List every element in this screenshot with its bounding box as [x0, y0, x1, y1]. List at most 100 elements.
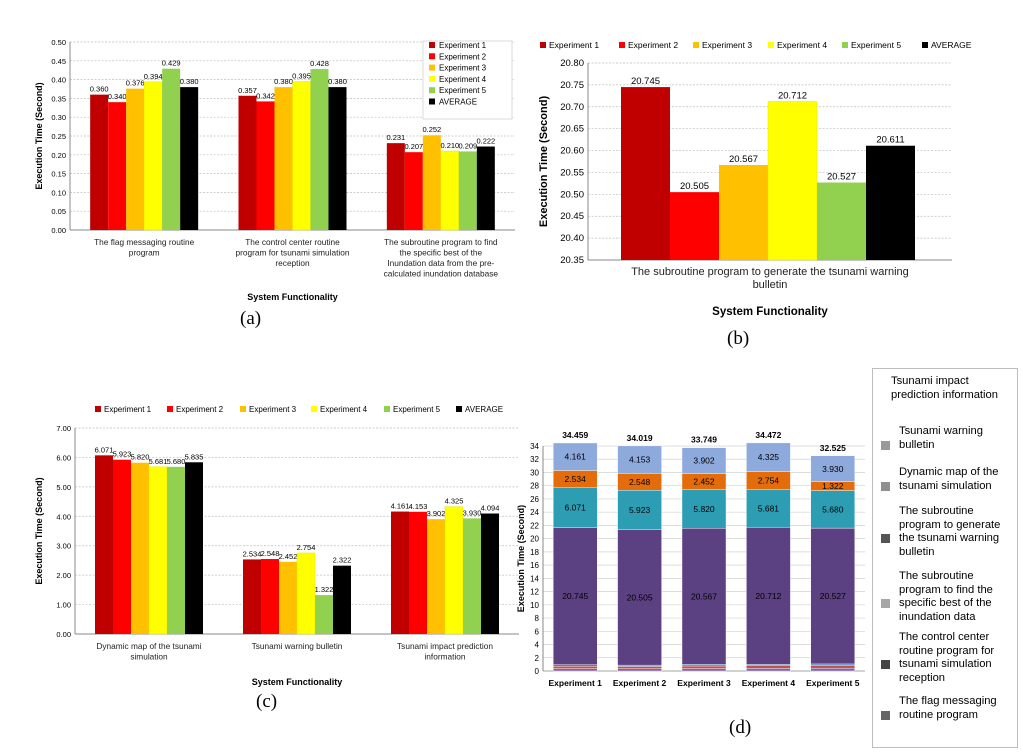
- chart-a-legend-label: Experiment 2: [439, 52, 487, 61]
- chart-b-legend-label: Experiment 1: [549, 40, 599, 50]
- chart-a-ytick: 0.50: [51, 38, 66, 47]
- chart-d-ytick: 20: [530, 535, 539, 544]
- chart-d-bar-segment: [617, 445, 662, 474]
- chart-d-legend: Tsunami impact prediction information Tsu…: [872, 368, 1018, 748]
- chart-c-category-label: Dynamic map of the tsunami: [96, 641, 201, 651]
- chart-c-bar: [95, 455, 113, 634]
- chart-d-legend-label: Tsunami impact prediction information: [891, 375, 998, 401]
- chart-b-ytick: 20.35: [560, 255, 584, 266]
- chart-b-ytick: 20.65: [560, 124, 584, 135]
- chart-d-ytick: 18: [530, 548, 539, 557]
- chart-a-category-label: program: [129, 248, 160, 258]
- chart-d-data-label: 5.820: [693, 504, 715, 514]
- chart-a-legend-swatch: [429, 53, 435, 60]
- chart-d-legend-label: The subroutine program to find the speci…: [899, 570, 993, 623]
- chart-c-bar: [391, 511, 409, 634]
- chart-a-bar: [292, 81, 311, 231]
- chart-d-ytick: 22: [530, 521, 539, 530]
- chart-b-legend-label: Experiment 4: [777, 40, 827, 50]
- chart-d-legend-swatch: [881, 599, 890, 608]
- chart-d-legend-swatch: [881, 481, 890, 491]
- chart-a-data-label: 0.380: [180, 77, 199, 86]
- chart-d-category-label: Experiment 5: [806, 678, 860, 688]
- chart-d-bar-segment: [681, 664, 727, 667]
- chart-a-ytick: 0.20: [51, 151, 66, 160]
- chart-c-data-label: 3.902: [427, 509, 446, 518]
- chart-a-category-label: program for tsunami simulation: [236, 248, 350, 258]
- chart-d-bar-segment: [810, 527, 855, 665]
- chart-d-ytick: 24: [530, 508, 539, 517]
- chart-d-bar-segment: [553, 664, 598, 667]
- caption-a: (a): [240, 308, 262, 329]
- chart-a-category-label: The subroutine program to find: [384, 237, 498, 247]
- chart-a-bar: [126, 88, 145, 231]
- chart-a-legend-label: Experiment 5: [439, 86, 487, 95]
- chart-d-bar-segment: [617, 664, 662, 667]
- chart-d-bar-segment: [746, 665, 791, 669]
- chart-d-bar-segment: [617, 666, 662, 669]
- chart-c-ytick: 2.00: [56, 571, 71, 580]
- chart-d-ytick: 32: [530, 455, 539, 464]
- chart-c-bar: [261, 559, 279, 634]
- chart-d-ytick: 28: [530, 482, 539, 491]
- chart-a-category-label: reception: [275, 258, 310, 268]
- chart-d-ytick: 6: [535, 627, 540, 636]
- chart-c-data-label: 5.820: [131, 453, 150, 462]
- chart-b-bar: [817, 182, 866, 260]
- chart-d-category-label: Experiment 4: [742, 678, 796, 688]
- chart-c-ytick: 7.00: [56, 424, 71, 433]
- chart-a-data-label: 0.360: [90, 85, 109, 94]
- chart-b-bar: [767, 101, 818, 261]
- chart-b-ytick: 20.40: [560, 233, 584, 244]
- chart-c-bar: [463, 518, 481, 634]
- chart-a-data-label: 0.380: [274, 77, 293, 86]
- chart-d-total-label: 32.525: [820, 443, 846, 453]
- chart-a-ytick: 0.45: [51, 57, 66, 66]
- chart-d-data-label: 20.527: [820, 591, 846, 601]
- chart-c-bar: [333, 565, 351, 634]
- chart-d-data-label: 5.923: [629, 505, 651, 515]
- chart-a-bar: [274, 87, 293, 231]
- chart-d-total-label: 34.019: [627, 433, 653, 443]
- chart-d-bar-segment: [746, 489, 791, 528]
- chart-b-legend-swatch: [842, 42, 848, 48]
- chart-a-legend-swatch: [429, 42, 435, 48]
- chart-d-bar-segment: [746, 442, 791, 472]
- chart-c-legend-label: Experiment 5: [393, 405, 441, 414]
- chart-a-legend-swatch: [429, 98, 435, 105]
- chart-c-bar: [243, 559, 261, 634]
- chart-b-legend-swatch: [619, 42, 625, 48]
- caption-b: (b): [727, 328, 750, 349]
- chart-a-ytick: 0.30: [51, 113, 66, 122]
- chart-d-ytick: 14: [530, 574, 539, 583]
- chart-c-data-label: 4.153: [409, 502, 428, 511]
- chart-c-category-label: information: [424, 652, 465, 662]
- chart-d-ytick: 34: [530, 442, 539, 451]
- chart-c-legend-label: Experiment 2: [176, 405, 224, 414]
- chart-c-legend-label: AVERAGE: [465, 405, 503, 414]
- chart-d-bar-segment: [681, 447, 727, 474]
- chart-c-data-label: 2.322: [333, 556, 352, 565]
- chart-c-data-label: 2.452: [279, 552, 298, 561]
- chart-a-ytick: 0.15: [51, 170, 66, 179]
- chart-c-ytick: 4.00: [56, 512, 71, 521]
- chart-d-category-label: Experiment 1: [549, 678, 603, 688]
- chart-a-bar: [143, 81, 163, 231]
- chart-b-ytick: 20.75: [560, 80, 584, 91]
- chart-a-data-label: 0.428: [310, 59, 329, 68]
- chart-b-bar: [621, 87, 670, 260]
- chart-d-bar-segment: [810, 663, 855, 666]
- chart-c-bar: [167, 466, 185, 634]
- chart-d-data-label: 2.548: [629, 477, 651, 487]
- chart-d-bar-segment: [810, 455, 855, 482]
- chart-a-xlabel: System Functionality: [247, 292, 338, 302]
- chart-d-bar-segment: [746, 527, 791, 665]
- chart-b-ytick: 20.60: [560, 146, 584, 157]
- chart-d-data-label: 1.322: [822, 481, 844, 491]
- chart-b-data-label: 20.712: [778, 91, 807, 102]
- chart-c-data-label: 2.548: [261, 549, 280, 558]
- chart-c-data-label: 2.754: [297, 543, 316, 552]
- chart-a-bar: [328, 87, 347, 231]
- chart-c-bar: [481, 513, 499, 634]
- chart-d-bar-segment: [553, 487, 598, 528]
